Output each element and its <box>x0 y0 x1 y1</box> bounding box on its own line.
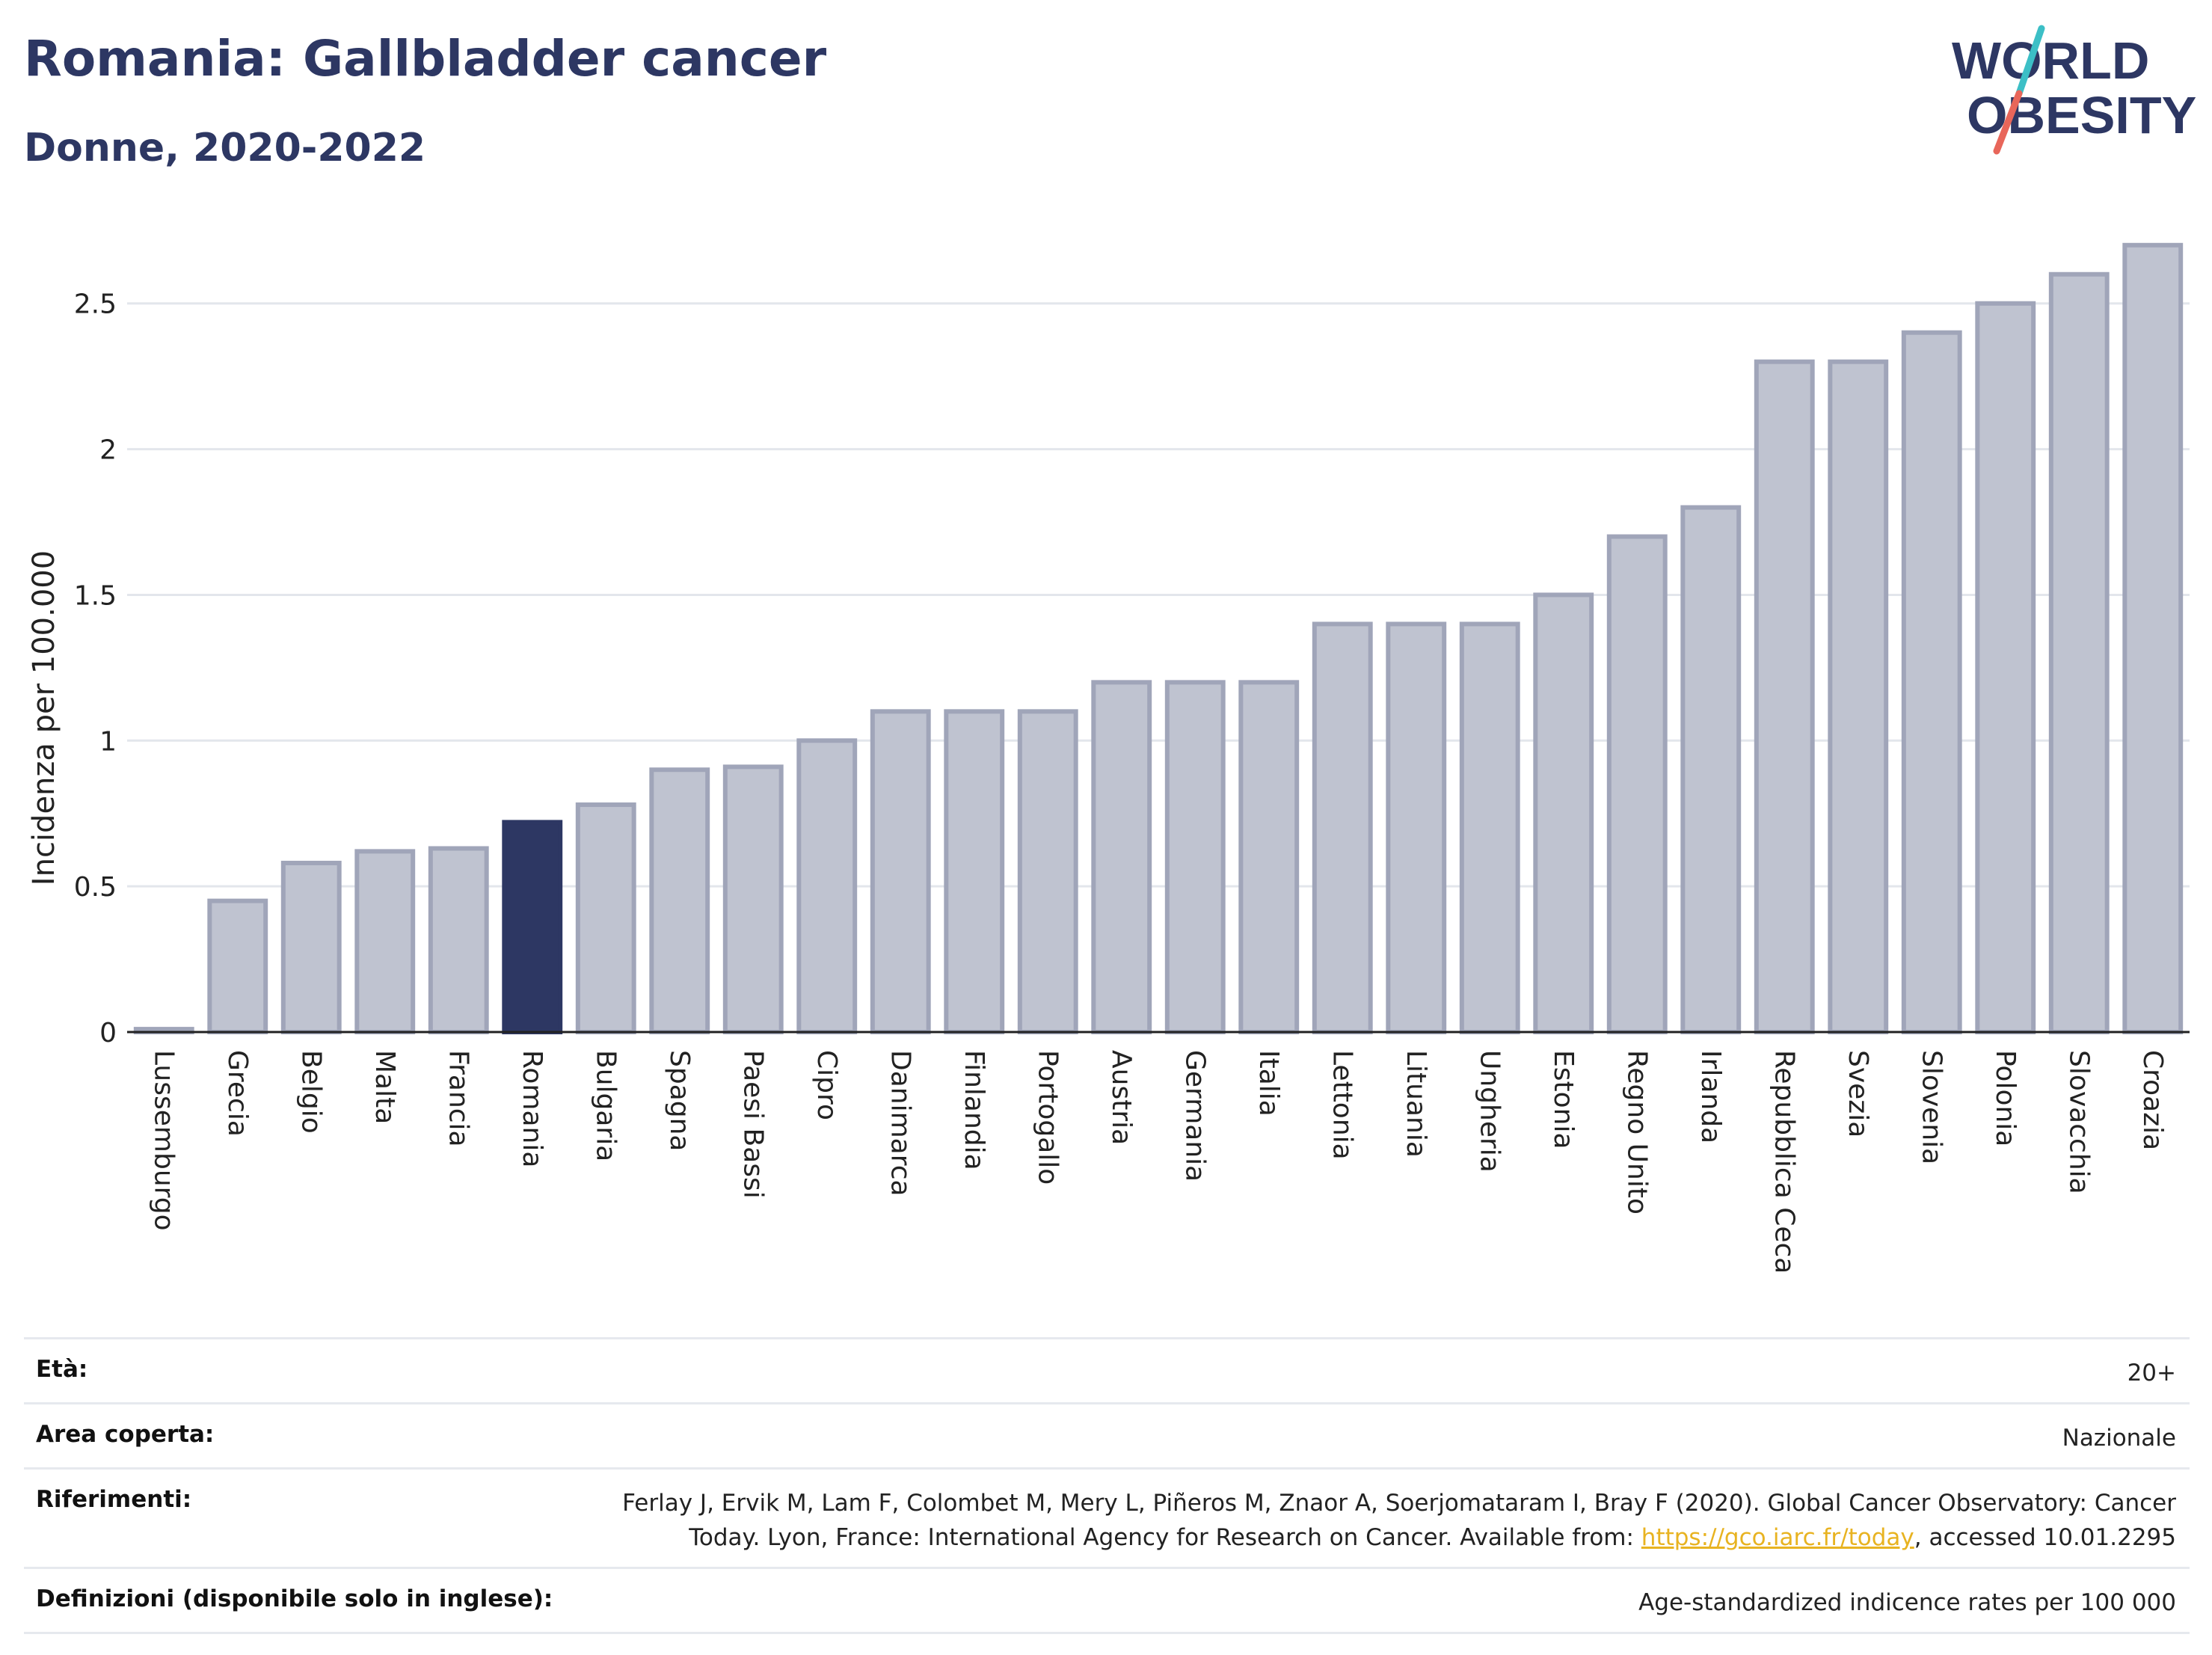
x-tick-label: Austria <box>1106 1050 1137 1145</box>
bar-francia <box>428 846 489 1035</box>
meta-row-area: Area coperta: Nazionale <box>24 1402 2190 1467</box>
bar-slovenia <box>1901 330 1962 1034</box>
age-value: 20+ <box>2127 1360 2176 1387</box>
bar-austria <box>1091 680 1152 1035</box>
bar-lettonia <box>1312 621 1373 1034</box>
bar-cipro <box>796 738 858 1034</box>
x-tick-label: Portogallo <box>1032 1050 1063 1185</box>
bar-croazia <box>2122 242 2184 1035</box>
x-tick-label: Malta <box>369 1050 400 1124</box>
logo-slash-red <box>1993 90 2023 155</box>
logo-slash-teal <box>2015 25 2045 97</box>
x-tick-label: Croazia <box>2137 1050 2168 1150</box>
age-label: Età: <box>36 1356 88 1383</box>
bar-bulgaria <box>575 802 636 1034</box>
x-tick-label: Slovacchia <box>2063 1050 2094 1194</box>
world-obesity-logo: WORLD OBESITY <box>1952 25 2196 155</box>
area-label: Area coperta: <box>36 1421 215 1448</box>
bar-polonia <box>1975 301 2036 1034</box>
y-tick-label: 0 <box>99 1018 117 1048</box>
bar-estonia <box>1533 592 1594 1034</box>
x-tick-label: Cipro <box>811 1050 842 1120</box>
bar-regno-unito <box>1606 534 1668 1034</box>
x-tick-label: Finlandia <box>959 1050 989 1170</box>
x-tick-label: Repubblica Ceca <box>1769 1050 1799 1274</box>
x-tick-label: Francia <box>443 1050 473 1147</box>
x-tick-label: Romania <box>517 1050 547 1167</box>
bar-svezia <box>1828 359 1889 1035</box>
meta-row-references: Riferimenti: Ferlay J, Ervik M, Lam F, C… <box>24 1467 2190 1567</box>
meta-row-definitions: Definizioni (disponibile solo in inglese… <box>24 1567 2190 1634</box>
x-tick-label: Belgio <box>295 1050 326 1134</box>
x-tick-label: Polonia <box>1990 1050 2021 1146</box>
y-axis-title: Incidenza per 100.000 <box>27 550 61 885</box>
bar-irlanda <box>1680 505 1742 1034</box>
bar-slovacchia <box>2048 271 2110 1034</box>
bar-spagna <box>649 767 710 1034</box>
y-tick-label: 1 <box>99 726 117 757</box>
bar-italia <box>1238 680 1300 1035</box>
bar-finlandia <box>944 709 1005 1035</box>
x-tick-label: Svezia <box>1843 1050 1873 1137</box>
x-tick-label: Estonia <box>1548 1050 1579 1149</box>
area-value: Nazionale <box>2062 1425 2176 1452</box>
bar-malta <box>354 849 416 1034</box>
x-tick-label: Slovenia <box>1916 1050 1947 1164</box>
x-tick-label: Regno Unito <box>1621 1050 1652 1215</box>
chart-title: Romania: Gallbladder cancer <box>24 30 827 87</box>
metadata-table: Età: 20+ Area coperta: Nazionale Riferim… <box>24 1337 2190 1634</box>
y-tick-label: 2 <box>99 435 117 466</box>
x-tick-label: Lituania <box>1401 1050 1431 1158</box>
bar-belgio <box>280 860 342 1034</box>
x-tick-label: Paesi Bassi <box>737 1050 768 1199</box>
x-tick-label: Ungheria <box>1474 1050 1505 1173</box>
references-link[interactable]: https://gco.iarc.fr/today <box>1641 1524 1914 1551</box>
bar-germania <box>1164 680 1226 1035</box>
bar-lituania <box>1386 621 1447 1034</box>
bar-chart: 0 0.5 1 1.5 2 2.5 Lussemburgo Grecia Belgio Malta… <box>27 242 2190 1274</box>
bar-grecia <box>207 898 268 1034</box>
x-tick-label: Spagna <box>664 1050 695 1152</box>
logo-line-1: WORLD <box>1952 31 2149 90</box>
x-tick-label: Italia <box>1253 1050 1284 1117</box>
bar-danimarca <box>870 709 931 1035</box>
meta-row-age: Età: 20+ <box>24 1337 2190 1402</box>
references-value: Ferlay J, Ervik M, Lam F, Colombet M, Me… <box>606 1486 2176 1555</box>
y-tick-label: 0.5 <box>74 872 117 903</box>
x-tick-label: Danimarca <box>885 1050 915 1197</box>
x-tick-label: Irlanda <box>1695 1050 1726 1143</box>
y-tick-label: 1.5 <box>74 580 117 611</box>
bar-romania <box>502 820 563 1034</box>
bar-paesi-bassi <box>722 764 784 1035</box>
definitions-value: Age-standardized indicence rates per 100… <box>1638 1589 2176 1616</box>
x-tick-label: Germania <box>1179 1050 1210 1182</box>
x-tick-label: Bulgaria <box>590 1050 621 1161</box>
references-label: Riferimenti: <box>36 1486 192 1513</box>
bar-repubblica-ceca <box>1754 359 1815 1035</box>
chart-subtitle: Donne, 2020-2022 <box>24 126 426 171</box>
y-tick-label: 2.5 <box>74 289 117 320</box>
x-tick-label: Grecia <box>222 1050 253 1137</box>
bar-ungheria <box>1459 621 1520 1034</box>
x-tick-label: Lettonia <box>1327 1050 1357 1160</box>
definitions-label: Definizioni (disponibile solo in inglese… <box>36 1585 553 1612</box>
references-accessed: , accessed 10.01.2295 <box>1914 1524 2176 1551</box>
x-tick-label: Lussemburgo <box>148 1050 179 1231</box>
bar-portogallo <box>1017 709 1078 1035</box>
references-text: Ferlay J, Ervik M, Lam F, Colombet M, Me… <box>622 1490 2176 1551</box>
